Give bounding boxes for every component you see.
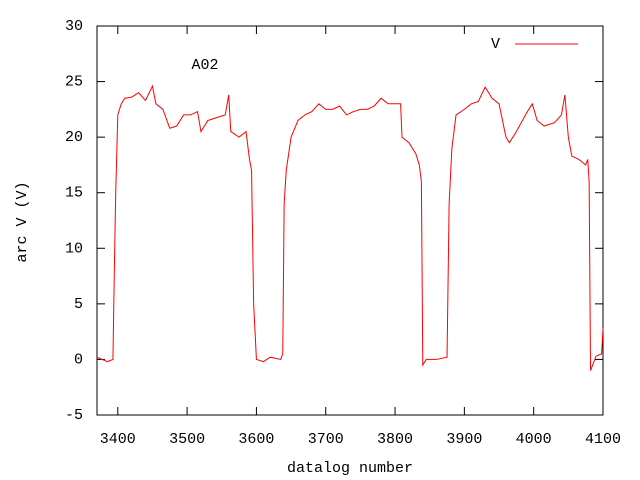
x-axis-label: datalog number [287,460,413,477]
y-tick-label: 25 [65,74,83,91]
y-axis-label: arc V (V) [14,181,31,262]
annotation: A02 [191,57,218,74]
y-tick-label: 15 [65,185,83,202]
x-tick-label: 4100 [585,431,621,448]
x-tick-label: 3800 [377,431,413,448]
y-tick-label: 0 [74,351,83,368]
x-tick-label: 3600 [238,431,274,448]
x-tick-label: 4000 [516,431,552,448]
y-tick-label: -5 [65,407,83,424]
y-tick-label: 20 [65,129,83,146]
x-tick-label: 3400 [100,431,136,448]
plot-frame [96,25,604,416]
y-tick-label: 5 [74,296,83,313]
legend-label: V [491,36,500,53]
x-tick-label: 3900 [446,431,482,448]
data-line [96,84,604,371]
y-tick-label: 10 [65,240,83,257]
x-tick-label: 3700 [308,431,344,448]
x-tick-label: 3500 [169,431,205,448]
y-tick-label: 30 [65,18,83,35]
